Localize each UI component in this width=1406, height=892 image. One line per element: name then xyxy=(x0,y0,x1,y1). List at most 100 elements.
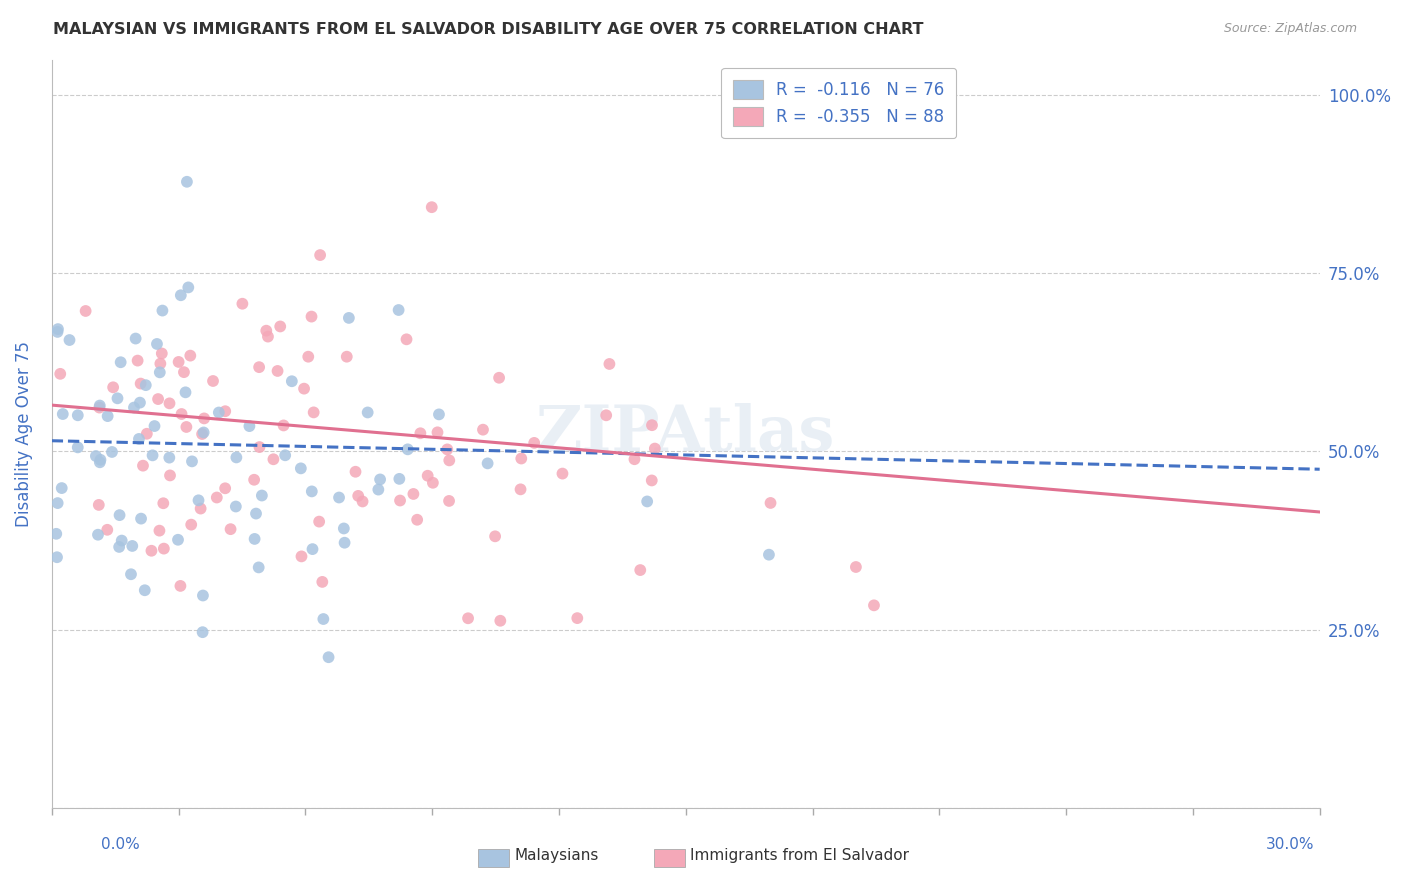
Point xyxy=(120,567,142,582)
Point xyxy=(187,493,209,508)
Point xyxy=(214,404,236,418)
Point xyxy=(389,493,412,508)
Point xyxy=(134,583,156,598)
Point xyxy=(214,481,236,495)
Point xyxy=(111,533,134,548)
Point xyxy=(150,346,173,360)
Point xyxy=(146,392,169,406)
Point xyxy=(132,458,155,473)
Text: 0.0%: 0.0% xyxy=(101,838,141,852)
Point xyxy=(257,329,280,343)
Point xyxy=(388,303,411,318)
Point xyxy=(157,450,180,465)
Point xyxy=(623,452,645,467)
Point xyxy=(406,513,429,527)
Point xyxy=(191,589,214,603)
Point xyxy=(225,450,247,465)
Point xyxy=(311,574,333,589)
Point xyxy=(96,523,118,537)
Point xyxy=(87,527,110,541)
Point xyxy=(152,496,174,510)
Point xyxy=(333,521,356,535)
Point xyxy=(281,374,304,388)
Point xyxy=(333,535,356,549)
Point xyxy=(174,385,197,400)
Point xyxy=(135,426,157,441)
Point xyxy=(477,456,499,470)
Point xyxy=(368,472,391,486)
Point xyxy=(509,483,531,497)
Point xyxy=(247,360,270,375)
Point xyxy=(484,529,506,543)
Point xyxy=(396,442,419,457)
Text: Malaysians: Malaysians xyxy=(515,848,599,863)
Text: 30.0%: 30.0% xyxy=(1267,838,1315,852)
Point xyxy=(84,449,107,463)
Point xyxy=(510,451,533,466)
Point xyxy=(231,296,253,310)
Point xyxy=(122,401,145,415)
Point xyxy=(245,507,267,521)
Point xyxy=(274,448,297,462)
Point xyxy=(108,540,131,554)
Point xyxy=(269,319,291,334)
Point xyxy=(388,472,411,486)
Point xyxy=(135,378,157,392)
Point xyxy=(191,625,214,640)
Point xyxy=(45,526,67,541)
Point xyxy=(89,399,111,413)
Point xyxy=(173,365,195,379)
Point xyxy=(127,353,149,368)
Point xyxy=(567,611,589,625)
Point xyxy=(167,355,190,369)
Point xyxy=(301,310,323,324)
Point xyxy=(312,612,335,626)
Point xyxy=(153,541,176,556)
Point xyxy=(167,533,190,547)
Point xyxy=(249,440,271,454)
Point xyxy=(101,445,124,459)
Point xyxy=(176,420,198,434)
Point xyxy=(337,310,360,325)
Point xyxy=(149,365,172,379)
Point xyxy=(297,350,319,364)
Point xyxy=(422,475,444,490)
Point xyxy=(427,408,450,422)
Point xyxy=(142,448,165,462)
Point xyxy=(152,303,174,318)
Point xyxy=(439,453,461,467)
Point xyxy=(108,508,131,522)
Point xyxy=(309,248,332,262)
Point xyxy=(426,425,449,440)
Point xyxy=(75,304,97,318)
Point xyxy=(367,483,389,497)
Point xyxy=(159,468,181,483)
Point xyxy=(308,515,330,529)
Point xyxy=(129,376,152,391)
Point xyxy=(488,370,510,384)
Point xyxy=(420,200,443,214)
Point xyxy=(149,357,172,371)
Point xyxy=(129,395,152,409)
Point xyxy=(225,500,247,514)
Point xyxy=(202,374,225,388)
Text: MALAYSIAN VS IMMIGRANTS FROM EL SALVADOR DISABILITY AGE OVER 75 CORRELATION CHAR: MALAYSIAN VS IMMIGRANTS FROM EL SALVADOR… xyxy=(53,22,924,37)
Point xyxy=(290,461,312,475)
Point xyxy=(759,496,782,510)
Y-axis label: Disability Age Over 75: Disability Age Over 75 xyxy=(15,341,32,526)
Text: Immigrants from El Salvador: Immigrants from El Salvador xyxy=(690,848,910,863)
Point xyxy=(254,324,277,338)
Point xyxy=(46,322,69,336)
Point xyxy=(595,409,617,423)
Point xyxy=(336,350,359,364)
Point xyxy=(758,548,780,562)
Point xyxy=(641,474,664,488)
Point xyxy=(301,542,323,557)
Point xyxy=(636,494,658,508)
Point xyxy=(489,614,512,628)
Point xyxy=(395,332,418,346)
Text: Source: ZipAtlas.com: Source: ZipAtlas.com xyxy=(1223,22,1357,36)
Point xyxy=(193,425,215,440)
Point xyxy=(66,409,89,423)
Point xyxy=(177,280,200,294)
